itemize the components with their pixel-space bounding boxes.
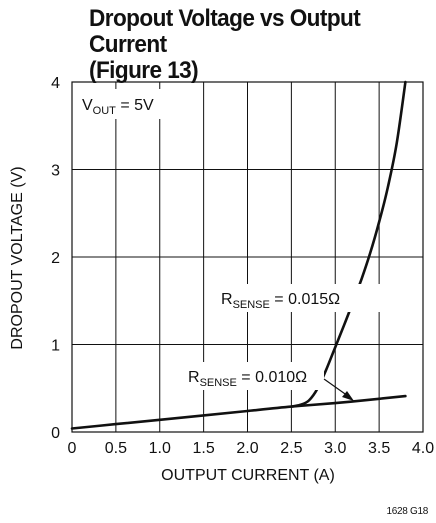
condition-label-background	[79, 89, 171, 119]
chart-title-line-2: (Figure 13)	[89, 57, 199, 84]
x-axis-label: OUTPUT CURRENT (A)	[161, 467, 335, 484]
series-line-rsense-0-015	[290, 80, 407, 408]
series-label-rsense-0-010: RSENSE = 0.010Ω	[184, 362, 324, 390]
figure-id: 1628 G18	[386, 506, 428, 517]
series-label-rsense-0-015-text: RSENSE = 0.015Ω	[221, 291, 340, 311]
condition-label-text: VOUT = 5V	[82, 97, 154, 117]
chart-title-line-1: Dropout Voltage vs Output Current	[89, 5, 361, 58]
y-tick-label: 3	[51, 163, 60, 180]
y-tick-label: 2	[51, 250, 60, 267]
series-line-rsense-0-010	[70, 394, 407, 430]
series-label-rsense-0-010-text: RSENSE = 0.010Ω	[188, 369, 307, 389]
series-label-rsense-0-015: RSENSE = 0.015Ω	[216, 284, 382, 312]
y-tick-label: 1	[51, 338, 60, 355]
y-tick-label: 4	[51, 75, 60, 92]
x-tick-label: 1.0	[149, 440, 171, 457]
series-label-rsense-0-015-background	[216, 284, 382, 312]
x-tick-label: 1.5	[193, 440, 215, 457]
axis-tick-labels: 0 0.5 1.0 1.5 2.0 2.5 3.0 3.5 4.0 0 1 2 3 4	[51, 75, 434, 457]
x-tick-label: 0	[68, 440, 77, 457]
x-tick-label: 0.5	[105, 440, 127, 457]
x-tick-label: 3.5	[368, 440, 390, 457]
data-series	[70, 80, 407, 430]
x-tick-label: 3.0	[324, 440, 346, 457]
x-tick-label: 4.0	[412, 440, 434, 457]
x-tick-label: 2.5	[280, 440, 302, 457]
series-label-arrow	[323, 378, 354, 401]
x-tick-label: 2.0	[236, 440, 258, 457]
condition-label: VOUT = 5V	[79, 89, 171, 119]
chart-title: Dropout Voltage vs Output Current (Figur…	[89, 6, 412, 84]
y-axis-label: DROPOUT VOLTAGE (V)	[9, 166, 26, 349]
plot-frame	[71, 81, 424, 433]
series-label-rsense-0-010-background	[184, 362, 324, 390]
y-tick-label: 0	[51, 425, 60, 442]
